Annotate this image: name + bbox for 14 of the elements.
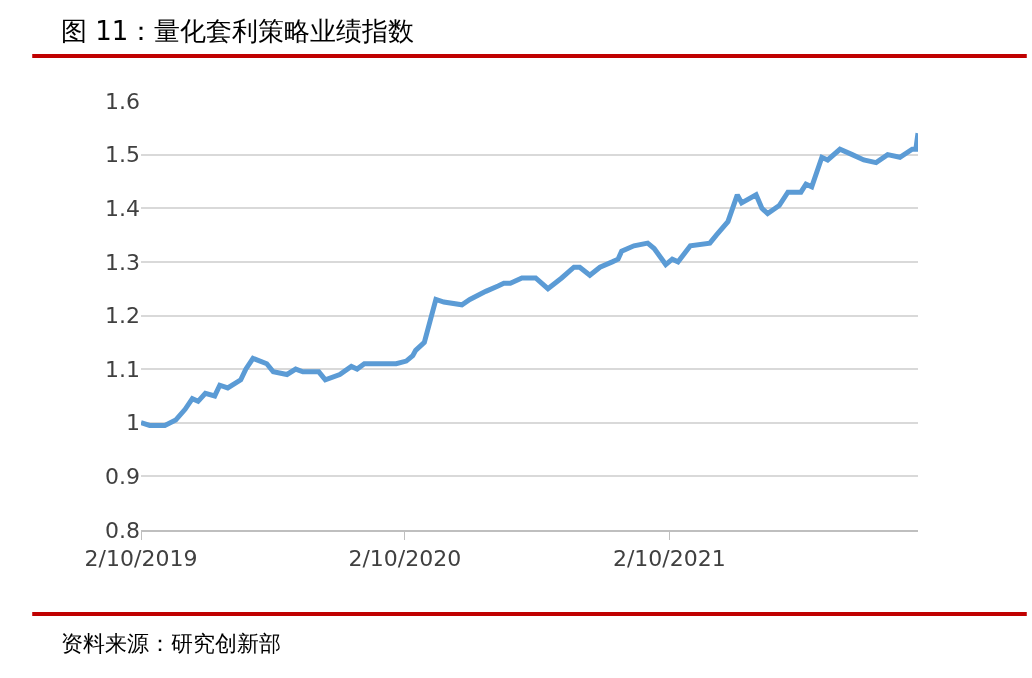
x-tick-label: 2/10/2020 [348,546,462,572]
y-tick-label: 1.4 [105,195,140,221]
y-tick-label: 0.8 [105,517,140,543]
y-tick-label: 1.5 [105,142,140,168]
y-tick-label: 1.2 [105,303,140,329]
y-tick-label: 1 [126,410,140,436]
text: 资料来源：研究创新部 [61,631,281,656]
y-tick-label: 1.1 [105,356,140,382]
y-tick-label: 1.3 [105,249,140,275]
x-tick-label: 2/10/2019 [84,546,198,572]
x-tick-label: 2/10/2021 [612,546,726,572]
y-tick-label: 0.9 [105,464,140,490]
y-tick-label: 1.6 [105,88,140,114]
chart-title: 图 11：量化套利策略业绩指数 [61,16,415,46]
